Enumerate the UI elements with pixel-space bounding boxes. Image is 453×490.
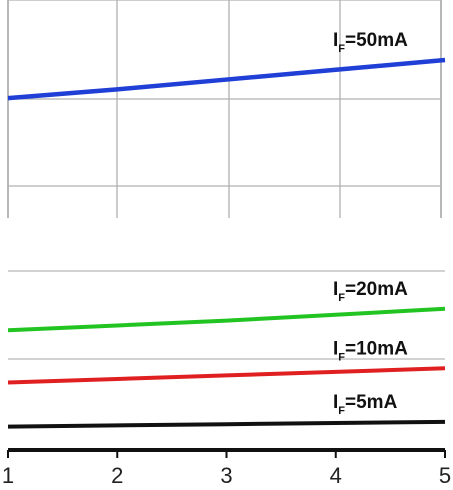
curve-label-i-f-10ma: IF=10mA bbox=[333, 338, 408, 363]
curve-label-i-f-20ma: IF=20mA bbox=[333, 279, 408, 304]
lower-panel: 1 2 3 4 5 bbox=[2, 270, 451, 488]
curve-label-i-f-5ma: IF=5mA bbox=[333, 392, 398, 417]
x-tick-label-4: 4 bbox=[330, 463, 342, 488]
series-i-f-20ma bbox=[7, 306, 446, 333]
upper-panel bbox=[7, 0, 446, 218]
x-tick-label-2: 2 bbox=[111, 463, 123, 488]
curve-label-i-f-50ma: IF=50mA bbox=[333, 30, 408, 55]
x-tick-label-5: 5 bbox=[439, 463, 451, 488]
series-i-f-50ma bbox=[7, 57, 446, 101]
x-tick-label-3: 3 bbox=[220, 463, 232, 488]
x-tick-label-1: 1 bbox=[2, 463, 14, 488]
